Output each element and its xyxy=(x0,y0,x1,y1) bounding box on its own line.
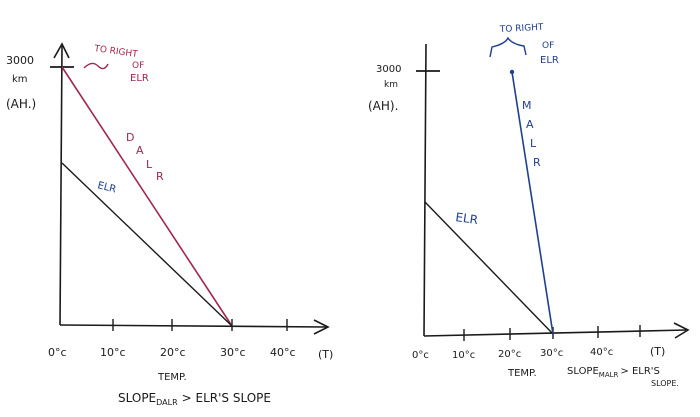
left-x-tick-label: 30°c xyxy=(220,346,246,359)
left-dalr-letter: R xyxy=(156,170,164,183)
left-caption-sub: DALR xyxy=(156,398,178,407)
left-annotation-line3: ELR xyxy=(130,73,149,84)
right-malr-letter: A xyxy=(526,118,534,131)
left-annotation-brace xyxy=(83,62,109,70)
right-x-unit: (T) xyxy=(650,345,665,358)
right-x-tick-label: 30°c xyxy=(540,348,563,359)
left-x-unit: (T) xyxy=(318,348,333,361)
left-annotation-line1: TO RIGHT xyxy=(93,44,139,60)
right-x-axis-label: TEMP. xyxy=(507,368,537,379)
right-y-unit: km xyxy=(384,80,398,90)
left-dalr-letter: L xyxy=(146,158,153,171)
right-caption: SLOPEMALR > ELR'S xyxy=(567,366,660,379)
right-annotation-brace xyxy=(489,36,527,58)
left-x-axis xyxy=(59,324,327,328)
right-x-axis xyxy=(423,329,687,337)
right-annotation-line2: OF xyxy=(542,41,554,51)
right-y-top-value: 3000 xyxy=(376,64,401,75)
left-x-tick-label: 20°c xyxy=(160,346,186,359)
right-annotation-line1: TO RIGHT xyxy=(499,23,545,35)
left-caption: SLOPEDALR > ELR'S SLOPE xyxy=(118,391,271,407)
left-dalr-letter: D xyxy=(126,131,134,144)
right-malr-letter: M xyxy=(522,99,532,112)
left-y-axis xyxy=(59,45,63,326)
right-caption-rest: > ELR'S xyxy=(620,366,660,377)
right-caption-prefix: SLOPE xyxy=(567,366,599,377)
right-malr-letter: L xyxy=(530,137,537,150)
left-y-axis-label: (AH.) xyxy=(6,97,36,111)
left-diagram: 3000 km (AH.) TO RIGHT OF ELR D A L R EL… xyxy=(6,42,333,407)
right-malr-top-point xyxy=(509,69,515,75)
left-annotation-line2: OF xyxy=(132,61,144,71)
left-x-tick-label: 0°c xyxy=(48,346,67,359)
right-x-tick-label: 10°c xyxy=(452,350,475,361)
right-elr-label: ELR xyxy=(455,210,479,227)
right-malr-line xyxy=(511,71,554,335)
left-y-top-value: 3000 xyxy=(6,54,34,67)
left-x-tick-label: 40°c xyxy=(270,346,296,359)
left-x-axis-arrow xyxy=(313,319,330,335)
right-y-axis-label: (AH). xyxy=(368,99,398,113)
right-caption-sub: MALR xyxy=(599,371,619,379)
left-caption-rest: > ELR'S SLOPE xyxy=(182,391,271,405)
right-annotation-line3: ELR xyxy=(540,55,559,66)
right-x-tick-label: 20°c xyxy=(498,349,521,360)
right-x-tick-label: 0°c xyxy=(412,350,429,361)
right-caption-rest2: SLOPE. xyxy=(651,379,679,388)
right-x-axis-arrow xyxy=(673,322,690,339)
left-elr-label: ELR xyxy=(96,180,117,195)
left-x-tick-label: 10°c xyxy=(100,346,126,359)
right-malr-letter: R xyxy=(533,156,541,169)
left-elr-line xyxy=(61,162,233,327)
left-caption-prefix: SLOPE xyxy=(118,391,156,405)
right-y-axis xyxy=(423,43,427,337)
right-diagram: 3000 km (AH). TO RIGHT OF ELR M A L R EL… xyxy=(368,23,690,388)
left-dalr-line xyxy=(61,66,233,327)
left-x-axis-label: TEMP. xyxy=(157,372,187,383)
right-x-tick-label: 40°c xyxy=(590,347,613,358)
right-elr-line xyxy=(424,201,554,335)
left-dalr-letter: A xyxy=(136,144,144,157)
left-y-unit: km xyxy=(12,74,28,85)
left-y-axis-arrow xyxy=(53,42,70,59)
